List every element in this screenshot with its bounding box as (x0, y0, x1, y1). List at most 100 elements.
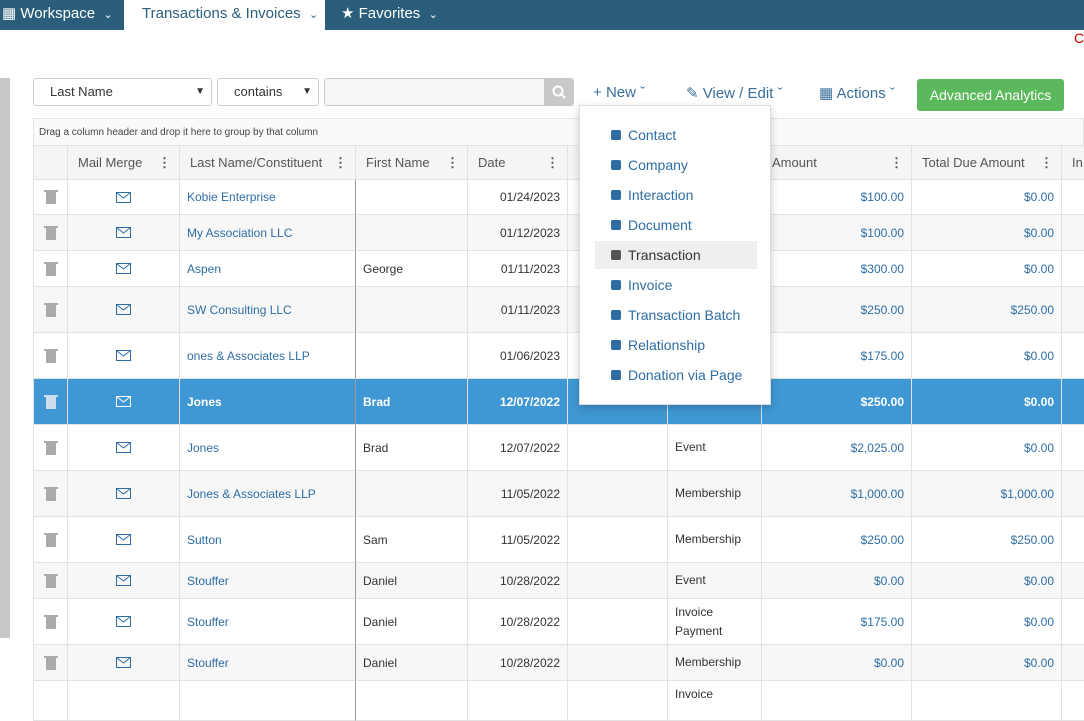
grid-cell[interactable]: $175.00 (762, 333, 912, 379)
column-header[interactable]: In (1062, 146, 1084, 180)
grid-cell[interactable]: $250.00 (762, 379, 912, 425)
grid-cell[interactable]: $0.00 (912, 563, 1062, 599)
nav-tab[interactable]: ▦ Workspace ⌄ (2, 5, 113, 22)
grid-cell[interactable] (180, 681, 356, 721)
menu-item[interactable]: Transaction Batch (595, 301, 757, 329)
cell-text: $250.00 (1010, 302, 1054, 317)
column-header[interactable]: First Name ⋮ (356, 146, 468, 180)
grid-cell[interactable]: ones & Associates LLP (180, 333, 356, 379)
cell-text: Invoice Payment (675, 604, 723, 638)
search-input[interactable] (324, 78, 546, 106)
column-header[interactable]: Date ⋮ (468, 146, 568, 180)
new-button[interactable]: + New ˇ (593, 84, 646, 101)
grid-cell[interactable]: $250.00 (762, 287, 912, 333)
cell-text: $250.00 (1010, 532, 1054, 547)
grid-cell[interactable]: $1,000.00 (762, 471, 912, 517)
grid-cell[interactable]: $100.00 (762, 215, 912, 251)
grid-cell[interactable]: Sutton (180, 517, 356, 563)
menu-item[interactable]: Transaction (595, 241, 757, 269)
grid-cell (1062, 333, 1084, 379)
search-button[interactable] (544, 78, 574, 106)
grid-cell (568, 645, 668, 681)
grid-cell[interactable]: $0.00 (912, 379, 1062, 425)
grid-cell (33, 471, 68, 517)
grid-cell[interactable]: My Association LLC (180, 215, 356, 251)
menu-item[interactable]: Donation via Page (595, 361, 757, 389)
grid-cell[interactable]: $0.00 (912, 425, 1062, 471)
view-edit-button[interactable]: ✎ View / Edit ˇ (686, 85, 783, 102)
menu-item[interactable]: Contact (595, 121, 757, 149)
grid-cell[interactable]: Jones (180, 379, 356, 425)
grid-cell[interactable]: $0.00 (912, 599, 1062, 645)
grid-cell[interactable]: $250.00 (762, 517, 912, 563)
grid-cell[interactable]: SW Consulting LLC (180, 287, 356, 333)
grid-cell: George (356, 251, 468, 287)
grid-cell (568, 517, 668, 563)
grid-cell[interactable]: $0.00 (912, 333, 1062, 379)
header-label: Mail Merge (78, 155, 143, 170)
cell-text: $0.00 (1023, 394, 1054, 409)
grid-cell[interactable] (762, 681, 912, 721)
grid-cell[interactable]: $0.00 (912, 180, 1062, 215)
cell-text: $0.00 (1023, 190, 1054, 204)
grid-cell[interactable]: Stouffer (180, 563, 356, 599)
grid-cell[interactable] (912, 681, 1062, 721)
grid-cell[interactable]: Aspen (180, 251, 356, 287)
menu-item[interactable]: Relationship (595, 331, 757, 359)
grid-cell[interactable]: $250.00 (912, 287, 1062, 333)
menu-item[interactable]: Invoice (595, 271, 757, 299)
grid-cell[interactable]: $250.00 (912, 517, 1062, 563)
cell-text: $250.00 (860, 302, 904, 317)
grid-cell[interactable]: $0.00 (912, 251, 1062, 287)
grid-cell[interactable]: $100.00 (762, 180, 912, 215)
grid-cell: Brad (356, 425, 468, 471)
cell-text: Event (675, 440, 706, 454)
grid-cell[interactable]: $300.00 (762, 251, 912, 287)
column-header[interactable]: Last Name/Constituent ⋮ (180, 146, 356, 180)
grid-cell[interactable]: $2,025.00 (762, 425, 912, 471)
menu-item[interactable]: Document (595, 211, 757, 239)
header-label: Date (478, 155, 506, 170)
menu-item[interactable]: Interaction (595, 181, 757, 209)
grid-cell: Membership (668, 645, 762, 681)
field-select[interactable]: Last Name ▼ (33, 78, 212, 106)
grid-cell[interactable]: $0.00 (762, 563, 912, 599)
cell-text: Invoice (675, 687, 714, 701)
corner-text: C (1074, 30, 1084, 46)
cell-text: 12/07/2022 (499, 440, 560, 455)
grid-cell (33, 563, 68, 599)
grid-cell[interactable]: Jones (180, 425, 356, 471)
grid-cell (33, 425, 68, 471)
cell-text: Jones & Associates LLP (187, 486, 316, 501)
grid-cell[interactable]: Stouffer (180, 599, 356, 645)
grid-cell[interactable]: Kobie Enterprise (180, 180, 356, 215)
cell-text: Brad (363, 394, 391, 409)
grid-cell[interactable]: $0.00 (912, 645, 1062, 681)
analytics-button[interactable]: Advanced Analytics (917, 79, 1064, 111)
actions-button[interactable]: ▦ Actions ˇ (819, 85, 895, 102)
menu-item[interactable]: Company (595, 151, 757, 179)
grid-cell: Membership (668, 517, 762, 563)
grid-cell[interactable]: $0.00 (762, 645, 912, 681)
grid-cell[interactable]: Jones & Associates LLP (180, 471, 356, 517)
grid-cell[interactable]: $0.00 (912, 215, 1062, 251)
grid-cell (1062, 180, 1084, 215)
operator-select[interactable]: contains ▼ (217, 78, 319, 106)
cell-text: My Association LLC (187, 225, 293, 240)
cell-text: 11/05/2022 (500, 486, 560, 501)
column-header[interactable]: Amount ⋮ (762, 146, 912, 180)
grid-cell[interactable]: $1,000.00 (912, 471, 1062, 517)
cell-text: Event (675, 573, 706, 587)
nav-tab[interactable]: Transactions & Invoices ⌄ (124, 0, 325, 30)
grid-cell: Invoice Payment (668, 599, 762, 645)
grid-cell[interactable]: $175.00 (762, 599, 912, 645)
grid-cell (68, 215, 180, 251)
nav-tab[interactable]: ★ Favorites ⌄ (341, 5, 438, 22)
cell-text: Brad (363, 440, 389, 455)
cell-text: Jones (187, 394, 222, 409)
grid-cell[interactable]: Stouffer (180, 645, 356, 681)
cell-text: Stouffer (187, 614, 229, 629)
column-header[interactable]: Mail Merge ⋮ (68, 146, 180, 180)
tab-label: Workspace (20, 5, 96, 22)
column-header[interactable]: Total Due Amount ⋮ (912, 146, 1062, 180)
